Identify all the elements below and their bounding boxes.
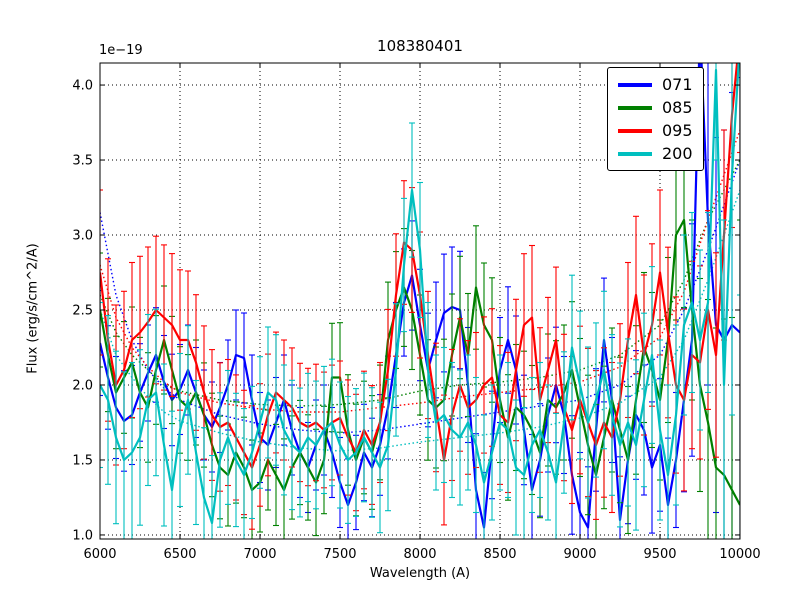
legend-label-071: 071 <box>662 74 693 94</box>
legend-line-085 <box>618 105 652 110</box>
x-tick-label: 10000 <box>719 547 760 562</box>
model-line-095-model <box>100 129 740 413</box>
x-tick-label: 9000 <box>563 547 596 562</box>
legend-line-095 <box>618 128 652 133</box>
y-tick-label: 2.0 <box>72 378 93 393</box>
x-tick-label: 7500 <box>323 547 356 562</box>
legend-label-095: 095 <box>662 120 693 140</box>
x-tick-label: 7000 <box>243 547 276 562</box>
y-tick-label: 3.5 <box>72 154 93 169</box>
x-axis-label: Wavelength (A) <box>369 566 471 581</box>
y-tick-label: 1.5 <box>72 453 93 468</box>
x-tick-label: 8500 <box>483 547 516 562</box>
legend-entry-095: 095 <box>618 120 693 141</box>
x-tick-label: 6500 <box>163 547 196 562</box>
legend-label-200: 200 <box>662 143 693 163</box>
legend-line-200 <box>618 151 652 156</box>
y-tick-label: 4.0 <box>72 79 93 94</box>
chart-title: 108380401 <box>377 37 463 55</box>
legend-label-085: 085 <box>662 97 693 117</box>
legend-entry-200: 200 <box>618 143 693 164</box>
y-axis-label: Flux (erg/s/cm^2/A) <box>25 243 41 374</box>
legend-box: 071 085 095 200 <box>607 67 704 171</box>
x-tick-label: 8000 <box>403 547 436 562</box>
legend-entry-085: 085 <box>618 97 693 118</box>
model-line-071-model <box>100 159 740 434</box>
x-tick-label: 6000 <box>83 547 116 562</box>
series-200-line <box>100 63 740 525</box>
y-tick-label: 1.0 <box>72 528 93 543</box>
legend-line-071 <box>618 82 652 87</box>
legend-entry-071: 071 <box>618 74 693 95</box>
axis-ticks <box>99 63 741 539</box>
y-tick-label: 3.0 <box>72 229 93 244</box>
y-offset-label: 1e−19 <box>99 43 143 58</box>
x-tick-label: 9500 <box>643 547 676 562</box>
y-tick-label: 2.5 <box>72 303 93 318</box>
